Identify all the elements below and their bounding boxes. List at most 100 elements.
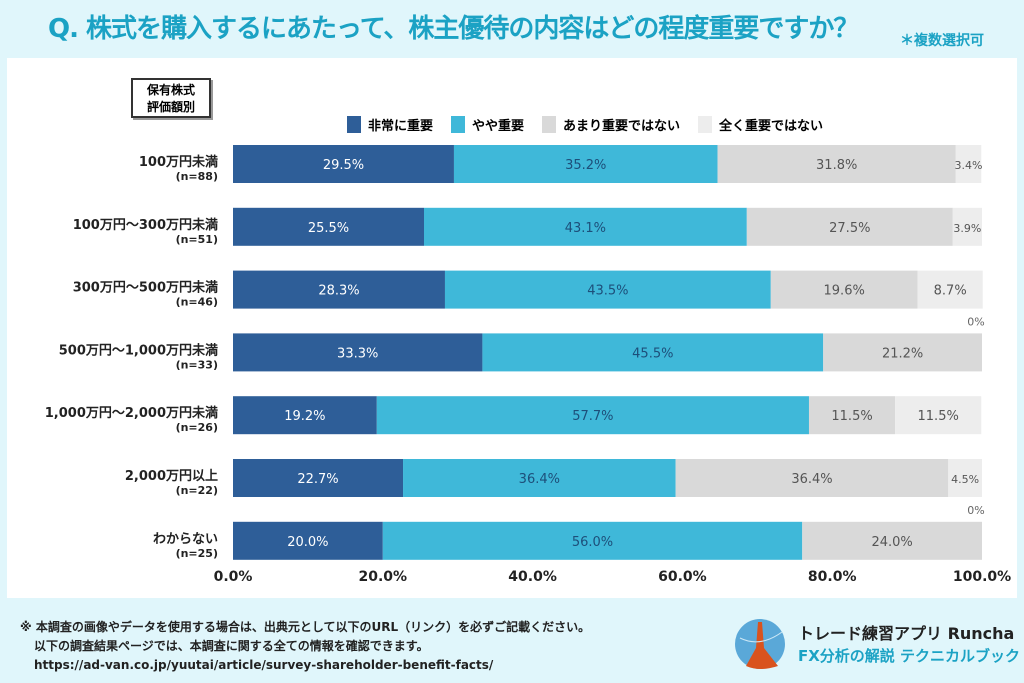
data-label: 43.1% (565, 221, 606, 236)
bar-segment (233, 145, 454, 183)
x-tick-label: 60.0% (658, 569, 707, 585)
data-label: 57.7% (572, 409, 613, 424)
category-label: 500万円～1,000万円未満 (59, 342, 218, 358)
data-label: 0% (967, 504, 984, 517)
bar-segment (823, 333, 982, 372)
category-label: 1,000万円～2,000万円未満 (45, 405, 218, 421)
bar-segment (233, 459, 404, 497)
bar-segment (482, 333, 824, 372)
bar-segment (233, 396, 377, 435)
legend-item: やや重要 (451, 115, 524, 134)
legend-swatch (698, 116, 713, 133)
stacked-bar-chart: 100万円未満(n=88) 29.5% 35.2% 31.8% 3.4% 100万円～30… (45, 145, 1011, 585)
data-label: 3.4% (955, 159, 983, 172)
bar-segment (808, 396, 896, 435)
footer-line-2: 以下の調査結果ページでは、本調査に関する全ての情報を確認できます。 (34, 639, 429, 653)
data-label: 21.2% (882, 346, 923, 361)
data-label: 8.7% (934, 284, 967, 299)
data-label: 0% (967, 315, 984, 328)
sample-size-label: (n=51) (176, 233, 218, 246)
legend-item: あまり重要ではない (542, 115, 680, 134)
category-label: 2,000万円以上 (125, 469, 218, 484)
category-label: 300万円～500万円未満 (73, 280, 218, 296)
legend-item: 全く重要ではない (698, 115, 823, 134)
data-label: 33.3% (337, 346, 378, 361)
sample-size-label: (n=46) (176, 296, 218, 309)
bar-segment (895, 396, 982, 435)
legend-swatch (451, 116, 466, 133)
data-label: 45.5% (632, 346, 673, 361)
bar-segment (233, 333, 483, 372)
data-label: 19.2% (284, 409, 325, 424)
group-label-line1: 保有株式 (146, 83, 195, 97)
footer-url[interactable]: https://ad-van.co.jp/yuutai/article/surv… (34, 658, 494, 672)
bar-segment (233, 207, 424, 246)
x-tick-label: 20.0% (359, 569, 408, 585)
category-label: わからない (153, 532, 218, 547)
multi-select-note: ＊複数選択可 (900, 33, 984, 49)
legend-label: やや重要 (472, 119, 525, 134)
legend-swatch (542, 116, 557, 133)
category-label: 100万円未満 (139, 154, 218, 170)
bar-segment (382, 521, 803, 560)
data-label: 4.5% (951, 473, 979, 486)
legend-label: 全く重要ではない (719, 119, 824, 134)
sample-size-label: (n=88) (176, 170, 218, 183)
bar-segment (955, 145, 982, 183)
bar-segment (746, 207, 953, 246)
data-label: 36.4% (519, 472, 560, 487)
sample-size-label: (n=33) (176, 358, 218, 371)
category-label: 100万円～300万円未満 (73, 217, 218, 233)
bar-segment (453, 145, 718, 183)
x-tick-label: 40.0% (508, 569, 557, 585)
legend-label: 非常に重要 (368, 119, 434, 134)
bar-segment (948, 459, 982, 497)
footer-line-1: ※ 本調査の画像やデータを使用する場合は、出典元として以下のURL（リンク）を必… (20, 620, 591, 634)
sample-size-label: (n=25) (176, 547, 218, 560)
runcha-logo-icon (735, 619, 785, 669)
x-tick-label: 0.0% (214, 569, 253, 585)
bar-segment (233, 521, 383, 560)
data-label: 22.7% (297, 472, 338, 487)
bar-segment (423, 207, 747, 246)
data-label: 11.5% (918, 409, 959, 424)
bar-segment (675, 459, 949, 497)
data-label: 31.8% (816, 158, 857, 173)
data-label: 29.5% (323, 158, 364, 173)
data-label: 56.0% (572, 535, 613, 550)
legend: 非常に重要 やや重要 あまり重要ではない 全く重要ではない (347, 115, 823, 134)
data-label: 36.4% (791, 472, 832, 487)
x-tick-label: 100.0% (953, 569, 1011, 585)
bar-segment (952, 207, 982, 246)
bar-segment (376, 396, 809, 435)
legend-item: 非常に重要 (347, 115, 433, 134)
data-label: 24.0% (871, 535, 912, 550)
group-label-line2: 評価額別 (146, 100, 195, 114)
x-tick-label: 80.0% (808, 569, 857, 585)
group-label: 保有株式 評価額別 (131, 78, 211, 118)
data-label: 20.0% (287, 535, 328, 550)
data-label: 43.5% (587, 284, 628, 299)
sample-size-label: (n=26) (176, 421, 218, 434)
chart-title: Q. 株式を購入するにあたって、株主優待の内容はどの程度重要ですか？ (48, 14, 859, 44)
bar-segment (917, 270, 983, 309)
data-label: 3.9% (953, 222, 981, 235)
data-label: 35.2% (565, 158, 606, 173)
legend-label: あまり重要ではない (563, 119, 681, 134)
data-label: 27.5% (829, 221, 870, 236)
data-label: 28.3% (318, 284, 359, 299)
brand-name: トレード練習アプリ Runcha (798, 624, 1015, 643)
sample-size-label: (n=22) (176, 484, 218, 497)
bar-segment (717, 145, 956, 183)
data-label: 25.5% (308, 221, 349, 236)
data-label: 11.5% (831, 409, 872, 424)
bar-segment (802, 521, 982, 560)
data-label: 19.6% (824, 284, 865, 299)
footer-notice: ※ 本調査の画像やデータを使用する場合は、出典元として以下のURL（リンク）を必… (20, 618, 590, 675)
bar-segment (444, 270, 771, 309)
bar-segment (770, 270, 918, 309)
legend-swatch (347, 116, 361, 133)
brand-tagline: FX分析の解説 テクニカルブック (798, 647, 1021, 665)
bar-segment (403, 459, 676, 497)
bar-segment (233, 270, 445, 309)
